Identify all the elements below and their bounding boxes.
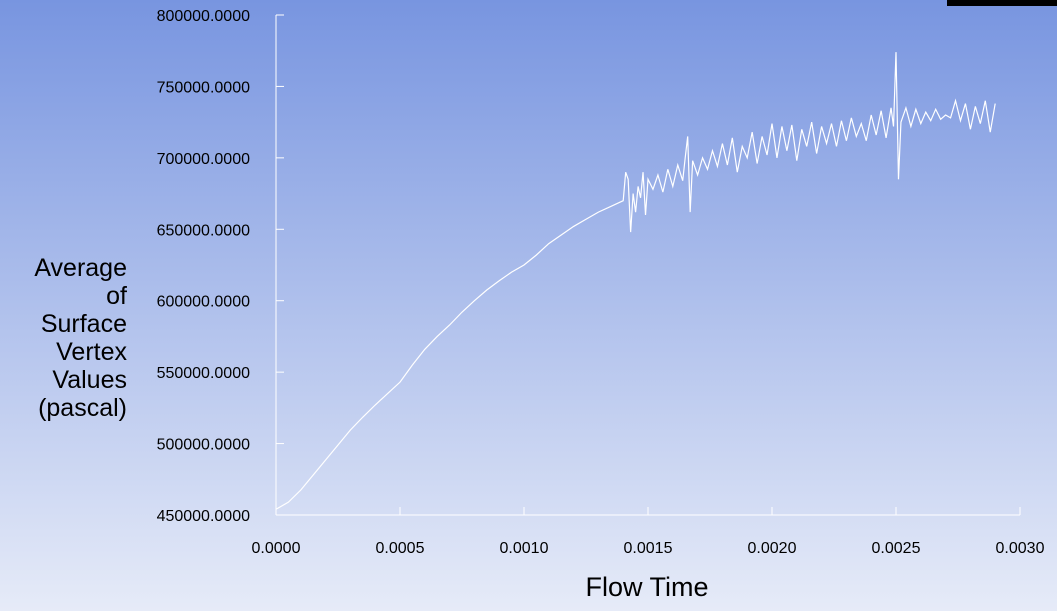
- y-tick-label: 450000.0000: [157, 508, 251, 525]
- y-tick-label: 800000.0000: [157, 8, 251, 25]
- x-tick-label: 0.0020: [748, 540, 797, 557]
- y-tick-label: 550000.0000: [157, 365, 251, 382]
- x-tick-label: 0.0025: [872, 540, 921, 557]
- y-tick-label: 700000.0000: [157, 151, 251, 168]
- y-axis-title-line: of: [106, 282, 127, 310]
- y-tick-label: 750000.0000: [157, 79, 251, 96]
- y-axis-title-line: Average: [34, 254, 127, 282]
- y-axis-title-line: Values: [52, 366, 127, 394]
- x-tick-label: 0.0030: [996, 540, 1045, 557]
- y-axis-title-line: Vertex: [56, 338, 127, 366]
- y-axis-title-line: Surface: [41, 310, 127, 338]
- y-axis-title-line: (pascal): [38, 394, 127, 422]
- x-tick-label: 0.0000: [252, 540, 301, 557]
- data-line: [275, 52, 996, 510]
- x-tick-label: 0.0010: [500, 540, 549, 557]
- y-tick-label: 500000.0000: [157, 437, 251, 454]
- x-tick-label: 0.0005: [376, 540, 425, 557]
- x-axis-title: Flow Time: [585, 572, 708, 602]
- y-tick-label: 600000.0000: [157, 294, 251, 311]
- x-tick-label: 0.0015: [624, 540, 673, 557]
- y-tick-label: 650000.0000: [157, 222, 251, 239]
- corner-bar: [947, 0, 1057, 6]
